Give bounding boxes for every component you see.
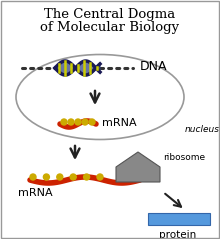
Text: of Molecular Biology: of Molecular Biology bbox=[40, 21, 180, 34]
Circle shape bbox=[61, 119, 67, 125]
Circle shape bbox=[89, 119, 95, 125]
Circle shape bbox=[43, 174, 50, 180]
Circle shape bbox=[57, 174, 63, 180]
Text: The Central Dogma: The Central Dogma bbox=[44, 8, 176, 21]
Circle shape bbox=[82, 119, 88, 125]
Text: mRNA: mRNA bbox=[18, 188, 53, 198]
Bar bbox=[148, 213, 210, 225]
Circle shape bbox=[70, 174, 76, 180]
Text: mRNA: mRNA bbox=[102, 118, 137, 128]
Circle shape bbox=[97, 174, 103, 180]
Text: nucleus: nucleus bbox=[185, 125, 220, 134]
Circle shape bbox=[30, 174, 36, 180]
Polygon shape bbox=[116, 152, 160, 182]
Text: protein: protein bbox=[159, 230, 197, 239]
Circle shape bbox=[75, 119, 81, 125]
Circle shape bbox=[68, 119, 74, 125]
Text: ribosome: ribosome bbox=[163, 153, 205, 163]
Text: DNA: DNA bbox=[140, 60, 167, 74]
Circle shape bbox=[84, 174, 90, 180]
